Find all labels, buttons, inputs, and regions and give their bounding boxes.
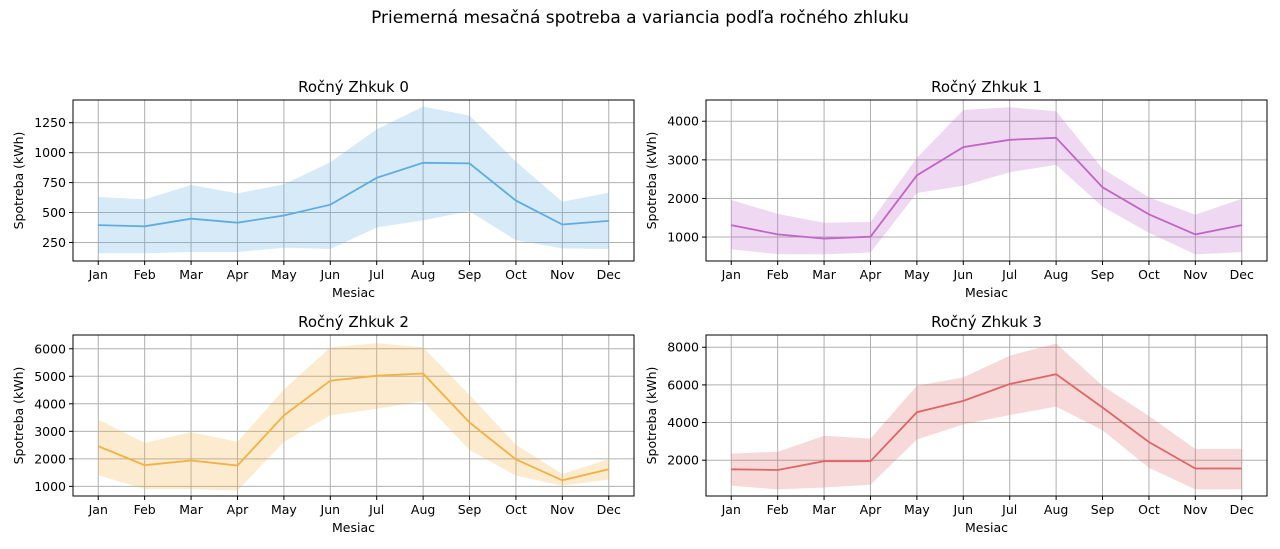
x-tick-label: Jan xyxy=(721,267,741,282)
mean-line xyxy=(731,136,1242,240)
x-tick-label: Jun xyxy=(320,502,341,517)
x-tick-label: Jan xyxy=(721,502,741,517)
subplot-cluster-0: Jan Feb Mar Apr May Jun Jul Aug Sep Oct Nov Dec 250 5… xyxy=(11,78,635,300)
subplot-cluster-2: Jan Feb Mar Apr May Jun Jul Aug Sep Oct Nov Dec 1000… xyxy=(11,313,635,535)
axes-frame xyxy=(72,334,635,497)
mean-line xyxy=(97,372,610,482)
x-tick-label: Feb xyxy=(767,502,789,517)
y-tick-label: 750 xyxy=(42,175,66,190)
x-tick-label: Oct xyxy=(1138,267,1160,282)
y-tick-label: 8000 xyxy=(667,340,699,355)
x-tick-label: Jun xyxy=(320,267,341,282)
subplot-title: Ročný Zhkuk 1 xyxy=(931,78,1042,96)
x-tick-label: Oct xyxy=(505,502,527,517)
x-tick-label: Nov xyxy=(550,502,575,517)
x-tick-label: Jan xyxy=(88,267,108,282)
subplot-title: Ročný Zhkuk 0 xyxy=(298,78,409,96)
y-axis-label: Spotreba (kWh) xyxy=(11,367,26,465)
y-tick-label: 500 xyxy=(42,205,66,220)
x-tick-label: Oct xyxy=(1138,502,1160,517)
x-tick-label: Jul xyxy=(1001,502,1017,517)
y-tick-label: 2000 xyxy=(34,451,66,466)
x-tick-label: Feb xyxy=(134,502,156,517)
x-tick-label: Dec xyxy=(1230,267,1254,282)
x-tick-label: Jul xyxy=(368,267,384,282)
y-tick-label: 4000 xyxy=(34,396,66,411)
y-axis-label: Spotreba (kWh) xyxy=(11,132,26,230)
x-axis-label: Mesiac xyxy=(965,520,1008,535)
x-tick-label: Apr xyxy=(227,267,249,282)
y-tick-label: 1250 xyxy=(34,115,66,130)
y-axis-label: Spotreba (kWh) xyxy=(644,132,659,230)
x-tick-label: Apr xyxy=(860,502,882,517)
axes-frame xyxy=(705,99,1268,262)
y-tick-label: 5000 xyxy=(34,369,66,384)
x-tick-label: Mar xyxy=(812,502,836,517)
x-tick-label: Nov xyxy=(550,267,575,282)
x-tick-label: Mar xyxy=(812,267,836,282)
y-axis-label: Spotreba (kWh) xyxy=(644,367,659,465)
y-tick-label: 250 xyxy=(42,235,66,250)
x-tick-label: Jun xyxy=(953,267,974,282)
x-tick-label: Apr xyxy=(860,267,882,282)
x-tick-label: Mar xyxy=(179,267,203,282)
y-tick-label: 6000 xyxy=(34,341,66,356)
x-tick-label: Dec xyxy=(597,267,621,282)
mean-line xyxy=(731,373,1242,471)
y-tick-label: 6000 xyxy=(667,377,699,392)
x-tick-label: May xyxy=(904,502,930,517)
axes-frame xyxy=(72,99,635,262)
variance-band xyxy=(98,106,609,254)
y-tick-label: 1000 xyxy=(34,145,66,160)
x-tick-label: Feb xyxy=(767,267,789,282)
x-axis-label: Mesiac xyxy=(965,285,1008,300)
x-tick-label: Jun xyxy=(953,502,974,517)
subplot-title: Ročný Zhkuk 3 xyxy=(931,313,1042,331)
x-axis-label: Mesiac xyxy=(332,285,375,300)
y-tick-label: 3000 xyxy=(667,152,699,167)
x-tick-label: Jul xyxy=(1001,267,1017,282)
x-tick-label: Aug xyxy=(1044,502,1068,517)
x-tick-label: Dec xyxy=(597,502,621,517)
mean-line xyxy=(98,161,609,228)
x-axis-label: Mesiac xyxy=(332,520,375,535)
x-tick-label: Jan xyxy=(88,502,108,517)
x-tick-label: Feb xyxy=(134,267,156,282)
variance-band xyxy=(731,343,1242,490)
variance-band xyxy=(731,107,1242,255)
subplot-cluster-3: Jan Feb Mar Apr May Jun Jul Aug Sep Oct Nov Dec 2000… xyxy=(644,313,1268,535)
x-tick-label: Oct xyxy=(505,267,527,282)
subplot-cluster-1: Jan Feb Mar Apr May Jun Jul Aug Sep Oct Nov Dec 1000… xyxy=(644,78,1268,300)
subplot-title: Ročný Zhkuk 2 xyxy=(298,313,409,331)
x-tick-label: May xyxy=(271,502,297,517)
x-tick-label: Dec xyxy=(1230,502,1254,517)
x-tick-label: Sep xyxy=(1091,502,1115,517)
y-tick-label: 4000 xyxy=(667,415,699,430)
y-tick-label: 1000 xyxy=(34,479,66,494)
figure-title: Priemerná mesačná spotreba a variancia p… xyxy=(371,8,909,28)
x-tick-label: May xyxy=(904,267,930,282)
x-tick-label: Aug xyxy=(1044,267,1068,282)
x-tick-label: Aug xyxy=(411,267,435,282)
y-tick-label: 2000 xyxy=(667,453,699,468)
x-tick-label: Jul xyxy=(368,502,384,517)
variance-band xyxy=(98,343,609,491)
x-tick-label: Sep xyxy=(458,502,482,517)
x-tick-label: Apr xyxy=(227,502,249,517)
x-tick-label: Aug xyxy=(411,502,435,517)
axes-frame xyxy=(705,334,1268,497)
x-tick-label: May xyxy=(271,267,297,282)
x-tick-label: Mar xyxy=(179,502,203,517)
x-tick-label: Sep xyxy=(1091,267,1115,282)
x-tick-label: Nov xyxy=(1183,267,1208,282)
y-tick-label: 4000 xyxy=(667,114,699,129)
y-tick-label: 3000 xyxy=(34,424,66,439)
x-tick-label: Sep xyxy=(458,267,482,282)
y-tick-label: 1000 xyxy=(667,230,699,245)
x-tick-label: Nov xyxy=(1183,502,1208,517)
y-tick-label: 2000 xyxy=(667,191,699,206)
